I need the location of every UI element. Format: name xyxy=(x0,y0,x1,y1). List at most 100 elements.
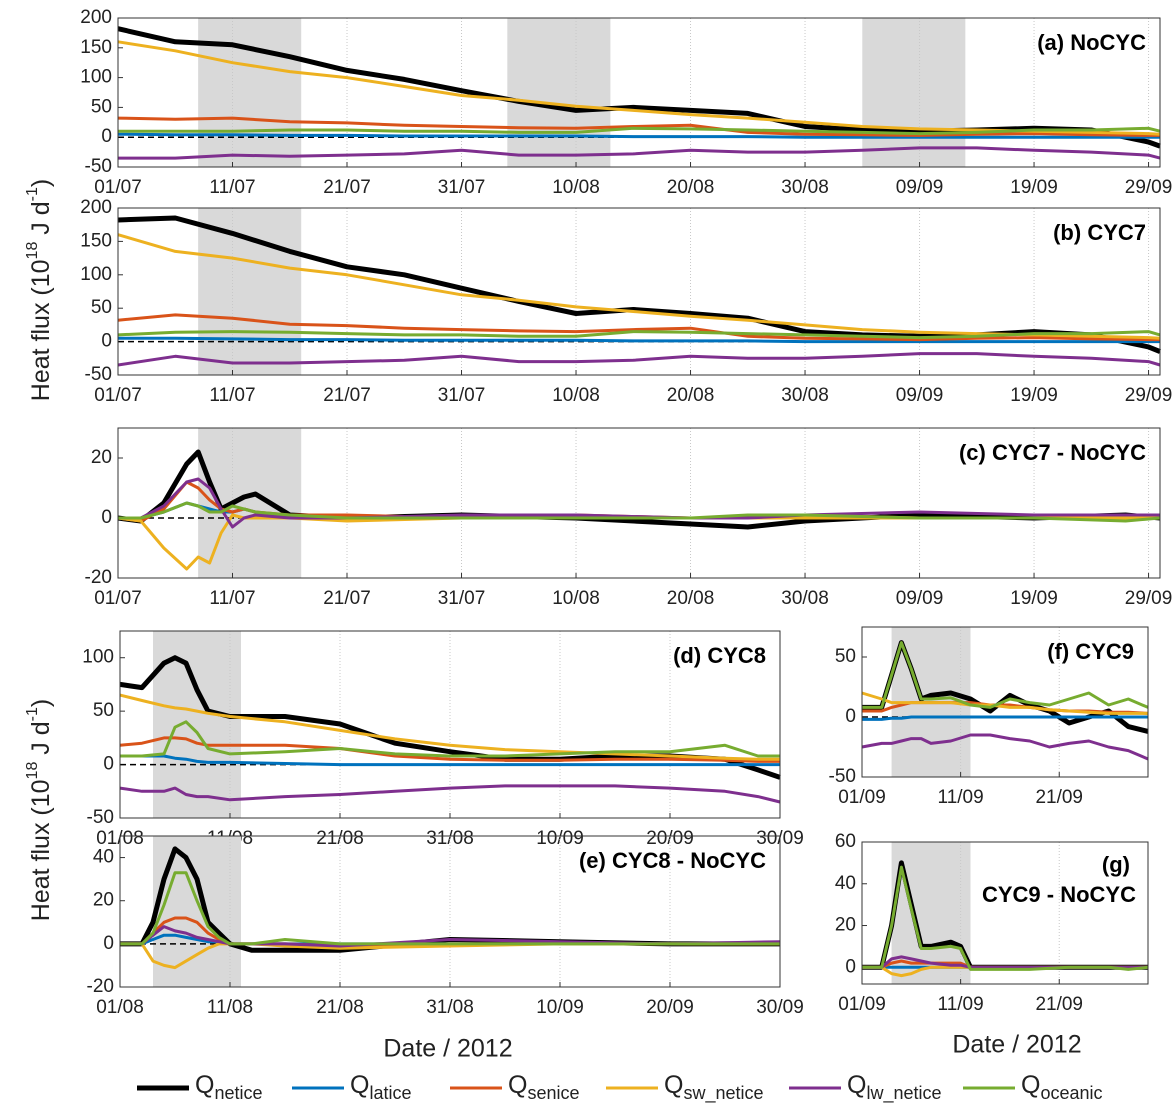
x-tick-label: 20/09 xyxy=(646,997,694,1018)
series-line xyxy=(862,865,1149,971)
y-tick-label: 50 xyxy=(835,646,856,667)
panel-title: (c) CYC7 - NoCYC xyxy=(959,440,1146,465)
y-tick-label: 100 xyxy=(82,647,114,668)
label-sup: 18 xyxy=(24,762,41,780)
y-tick-label: -50 xyxy=(85,364,112,385)
legend-label: Qsw_netice xyxy=(664,1071,764,1104)
y-tick-label: 20 xyxy=(835,915,856,936)
series-line xyxy=(118,501,1161,523)
y-tick-label: 0 xyxy=(103,933,114,954)
shaded-period xyxy=(153,836,241,987)
label-sup: -1 xyxy=(24,707,41,721)
x-tick-label: 09/09 xyxy=(896,385,944,406)
panel-title: (b) CYC7 xyxy=(1053,220,1146,245)
x-tick-label: 21/07 xyxy=(323,588,371,609)
x-tick-label: 01/07 xyxy=(94,385,142,406)
y-tick-label: 0 xyxy=(103,754,114,775)
x-tick-label: 30/09 xyxy=(756,997,804,1018)
x-tick-label: 01/08 xyxy=(96,997,144,1018)
series-line xyxy=(119,784,781,804)
label-part: Heat flux (10 xyxy=(27,779,55,921)
legend: Qnetice Qlatice Qsenice Qsw_netice Qlw_netic… xyxy=(137,1071,1103,1104)
series-line xyxy=(117,215,1161,354)
x-tick-label: 30/08 xyxy=(781,177,829,198)
label-part: ) xyxy=(27,179,55,187)
series-line xyxy=(118,126,1161,136)
x-tick-label: 30/08 xyxy=(781,385,829,406)
legend-sub: sw_netice xyxy=(683,1083,763,1104)
panel-title: (g) xyxy=(1102,852,1130,877)
x-tick-label: 11/07 xyxy=(209,588,255,609)
shaded-period xyxy=(862,18,966,167)
legend-label: Qlatice xyxy=(350,1071,411,1103)
y-tick-label: 0 xyxy=(101,331,112,352)
y-tick-label: 150 xyxy=(80,37,112,58)
series-line xyxy=(118,336,1160,344)
y-tick-label: 0 xyxy=(845,956,856,977)
x-tick-label: 31/07 xyxy=(438,385,486,406)
legend-main: Q xyxy=(847,1071,866,1099)
x-tick-label: 11/07 xyxy=(209,177,255,198)
x-tick-label: 19/09 xyxy=(1010,588,1058,609)
y-tick-label: 20 xyxy=(91,447,112,468)
series-line xyxy=(120,720,780,758)
series-line xyxy=(862,641,1149,709)
y-tick-label: 100 xyxy=(80,264,112,285)
series-line xyxy=(118,477,1160,529)
legend-main: Q xyxy=(350,1071,369,1099)
y-tick-label: 50 xyxy=(91,96,112,117)
series-line xyxy=(861,733,1149,761)
y-tick-label: 0 xyxy=(845,706,856,727)
series-line xyxy=(862,715,1148,721)
y-tick-label: -50 xyxy=(87,807,114,828)
x-tick-label: 01/07 xyxy=(94,588,142,609)
label-part: J d xyxy=(27,201,55,241)
x-tick-label: 09/09 xyxy=(896,588,944,609)
y-tick-label: 50 xyxy=(93,700,114,721)
series-line xyxy=(117,352,1161,367)
series-line xyxy=(120,754,780,767)
x-tick-label: 19/09 xyxy=(1010,177,1058,198)
legend-sub: netice xyxy=(214,1083,262,1103)
x-tick-label: 01/09 xyxy=(838,787,886,808)
x-tick-label: 01/09 xyxy=(838,994,886,1015)
plot-frame xyxy=(117,207,1161,376)
y-tick-label: -20 xyxy=(87,976,114,997)
x-tick-label: 30/08 xyxy=(781,588,829,609)
legend-label: Qsenice xyxy=(508,1071,579,1103)
series-line xyxy=(117,132,1160,139)
legend-main: Q xyxy=(1021,1071,1040,1099)
series-line xyxy=(117,313,1160,342)
x-tick-label: 10/08 xyxy=(552,385,600,406)
x-tick-label: 21/07 xyxy=(323,385,371,406)
x-tick-label: 11/09 xyxy=(938,994,984,1015)
y-tick-label: 60 xyxy=(835,831,856,852)
x-tick-label: 21/07 xyxy=(323,177,371,198)
series-line xyxy=(118,146,1161,160)
shaded-period xyxy=(507,18,611,167)
legend-sub: latice xyxy=(369,1083,411,1103)
x-tick-label: 11/09 xyxy=(938,787,984,808)
y-tick-label: 40 xyxy=(835,873,856,894)
panel-title: CYC9 - NoCYC xyxy=(982,882,1136,907)
plot-frame xyxy=(119,630,781,819)
plot-frame xyxy=(119,835,781,988)
y-axis-label: Heat flux (1018 J d-1) xyxy=(24,179,54,401)
panel-title: (d) CYC8 xyxy=(673,643,766,668)
legend-label: Qlw_netice xyxy=(847,1071,942,1104)
x-tick-label: 21/09 xyxy=(1035,994,1083,1015)
x-tick-label: 20/08 xyxy=(667,177,715,198)
x-axis-label: Date / 2012 xyxy=(952,1031,1081,1059)
x-tick-label: 11/08 xyxy=(207,997,253,1018)
plot-frame xyxy=(117,427,1161,579)
y-tick-label: 150 xyxy=(80,230,112,251)
x-tick-label: 29/09 xyxy=(1125,588,1173,609)
x-tick-label: 21/08 xyxy=(316,997,364,1018)
legend-sub: senice xyxy=(527,1083,579,1103)
x-tick-label: 31/07 xyxy=(438,177,486,198)
shaded-period xyxy=(198,18,302,167)
x-tick-label: 29/09 xyxy=(1125,177,1173,198)
x-tick-label: 31/08 xyxy=(426,828,474,849)
panel-title: (e) CYC8 - NoCYC xyxy=(579,848,766,873)
x-tick-label: 29/09 xyxy=(1125,385,1173,406)
